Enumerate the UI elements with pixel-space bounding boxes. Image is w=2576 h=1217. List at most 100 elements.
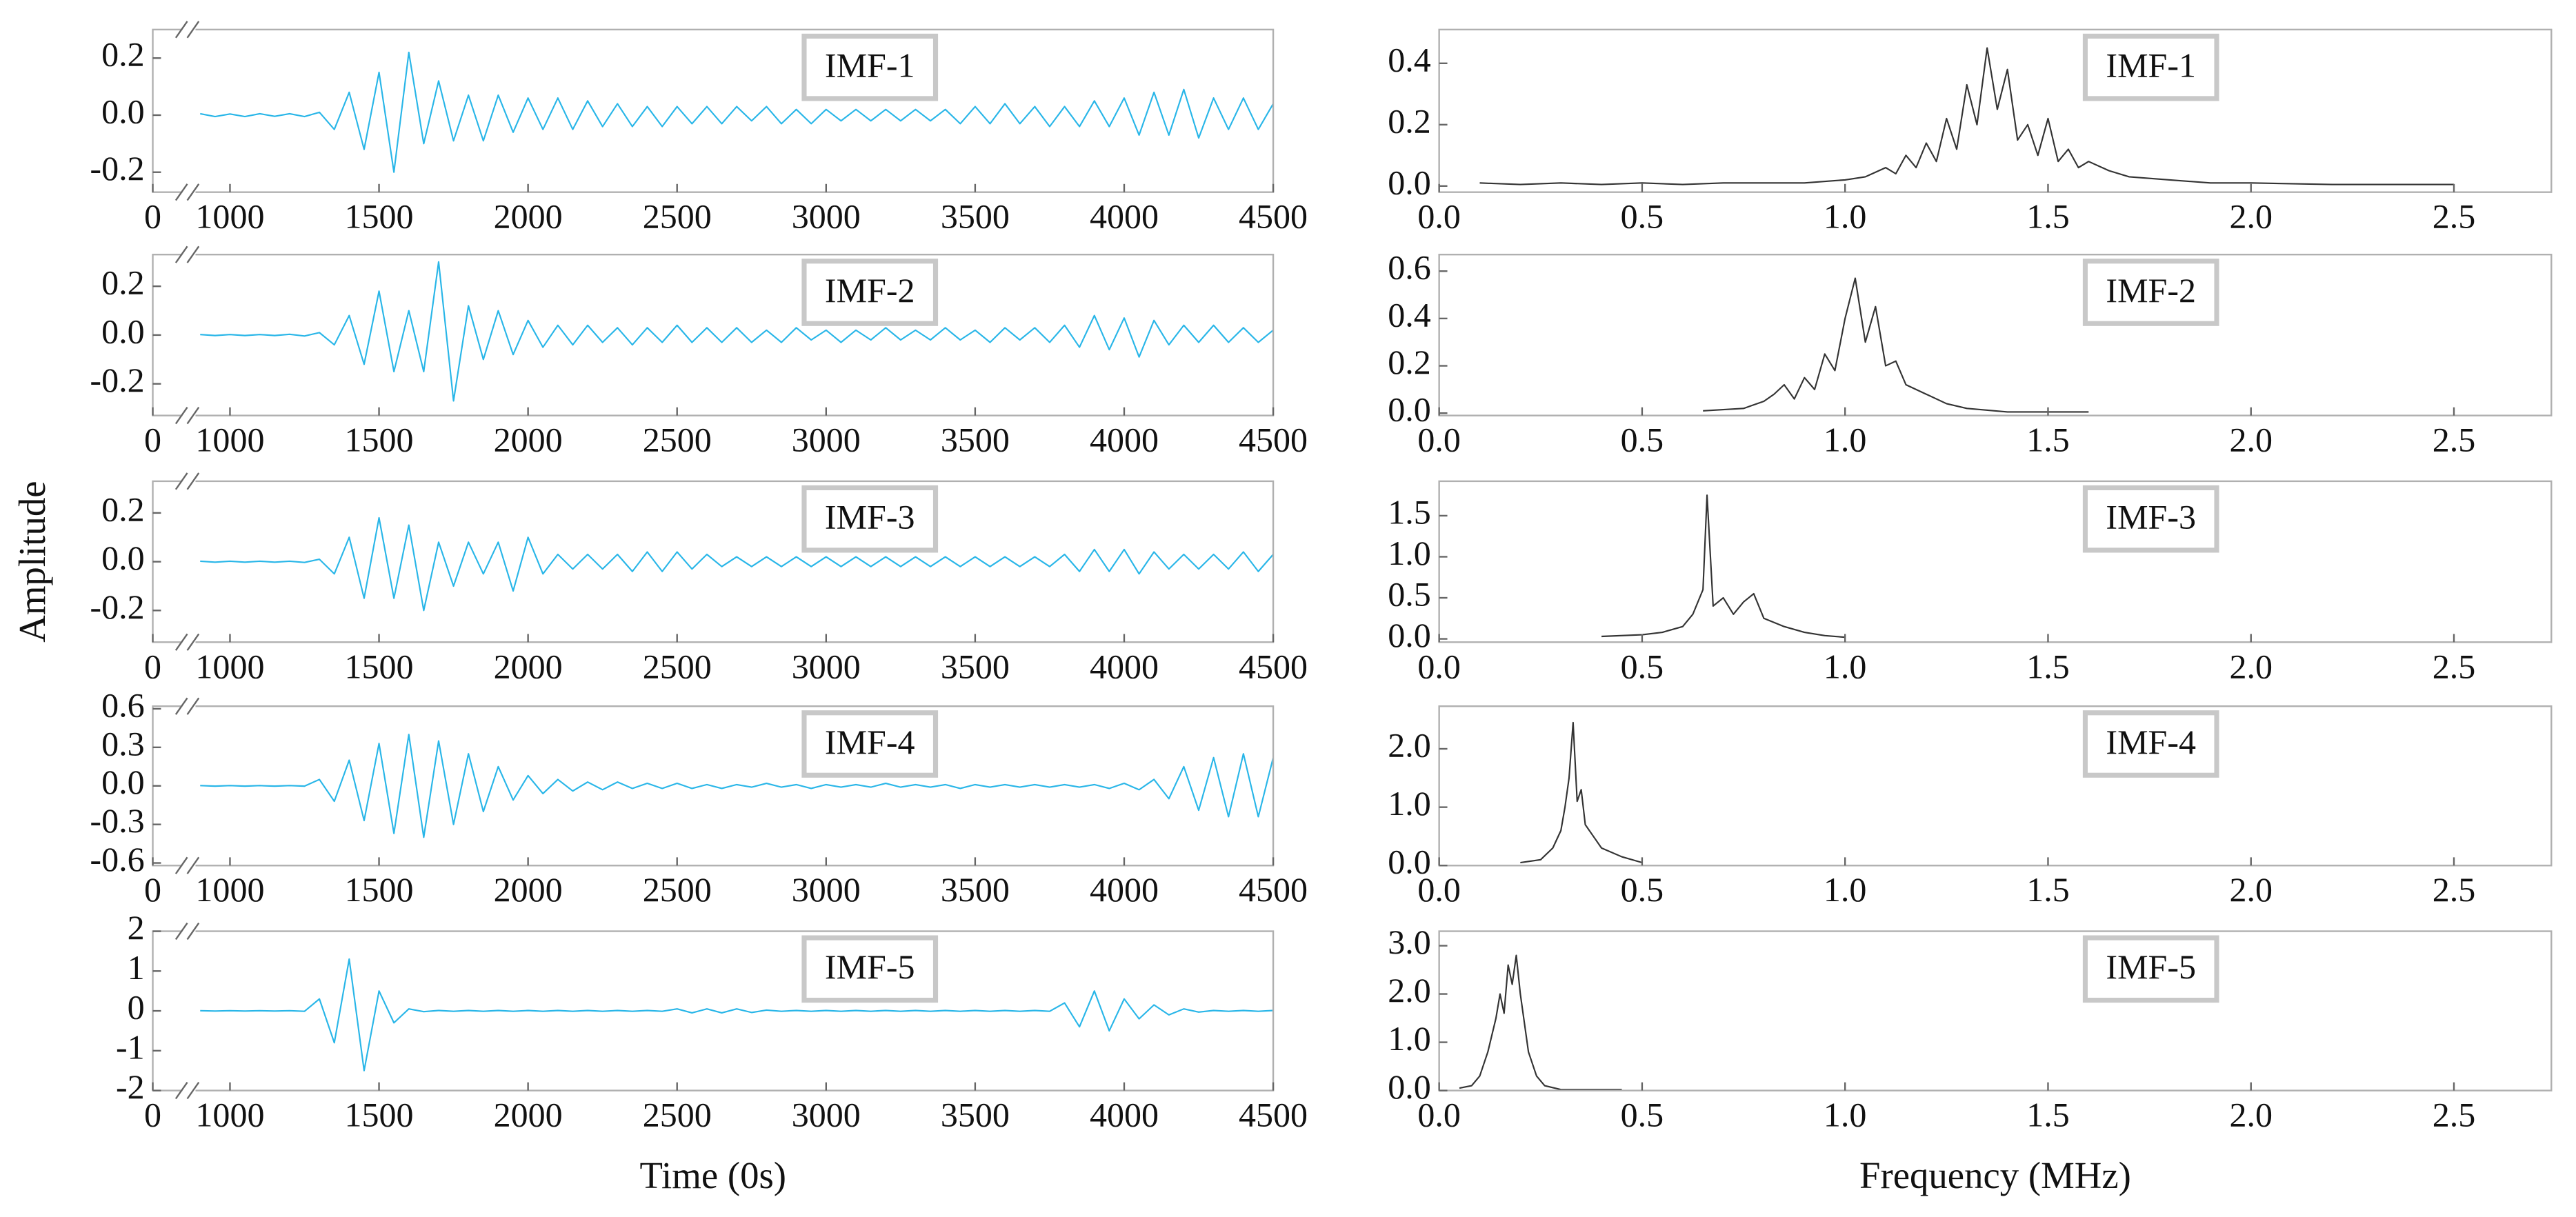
panel-title: IMF-1 <box>2106 46 2196 85</box>
x-tick-label: 4000 <box>1090 870 1159 909</box>
y-tick-label: 1 <box>128 948 145 987</box>
x-tick-label: 1000 <box>195 647 264 685</box>
axis-break <box>186 183 200 201</box>
x-tick-label: 3500 <box>941 1096 1010 1134</box>
axis-break-gap <box>182 862 196 869</box>
axis-break <box>186 1081 200 1100</box>
x-tick-label: 4000 <box>1090 421 1159 459</box>
x-tick-label: 0.5 <box>1621 1096 1664 1134</box>
x-tick-label: 1500 <box>345 421 414 459</box>
plot-frame <box>1438 254 2553 416</box>
axis-break <box>174 245 188 263</box>
signal-line <box>200 958 1274 1072</box>
x-tick-label: 1.0 <box>1824 421 1867 459</box>
signal-line <box>1459 954 1622 1091</box>
x-tick-label: 2500 <box>643 1096 712 1134</box>
axis-break <box>186 472 200 490</box>
x-tick-label: 0 <box>144 197 161 236</box>
y-tick-label: 0.2 <box>101 35 145 74</box>
x-tick-label: 0.5 <box>1621 647 1664 685</box>
x-tick-label: 1500 <box>345 647 414 685</box>
x-tick-label: 1.5 <box>2026 647 2070 685</box>
y-tick-label: 2 <box>128 908 145 947</box>
x-tick-label: 2.5 <box>2433 1096 2476 1134</box>
axis-break <box>174 697 188 715</box>
x-tick-label: 3000 <box>792 421 861 459</box>
y-tick-label: 1.5 <box>1388 492 1431 531</box>
x-tick-label: 3500 <box>941 870 1010 909</box>
x-tick-label: 2500 <box>643 647 712 685</box>
x-tick-label: 4000 <box>1090 197 1159 236</box>
x-tick-label: 1.0 <box>1824 1096 1867 1134</box>
axis-break-gap <box>182 1087 196 1094</box>
y-tick-label: 0 <box>128 988 145 1027</box>
plot-frame <box>1438 705 2553 867</box>
axis-break-gap <box>182 26 196 33</box>
signal-line <box>200 261 1274 402</box>
axis-break <box>186 697 200 715</box>
signal-line <box>1703 277 2089 413</box>
y-tick-label: 0.0 <box>101 92 145 130</box>
y-tick-label: -2 <box>116 1067 145 1106</box>
x-tick-label: 4500 <box>1239 197 1308 236</box>
y-tick-label: 0.0 <box>101 312 145 350</box>
panel-title: IMF-3 <box>2106 498 2196 536</box>
y-tick-label: 3.0 <box>1388 923 1431 961</box>
panel-title: IMF-2 <box>2106 271 2196 310</box>
x-tick-label: 0.5 <box>1621 870 1664 909</box>
x-tick-label: 2.5 <box>2433 870 2476 909</box>
x-tick-label: 1500 <box>345 870 414 909</box>
axis-break-gap <box>182 703 196 710</box>
y-tick-label: 0.2 <box>1388 101 1431 140</box>
title-box <box>801 259 939 326</box>
x-tick-label: 4000 <box>1090 1096 1159 1134</box>
plot-frame <box>1438 28 2553 193</box>
x-tick-label: 1.5 <box>2026 1096 2070 1134</box>
x-tick-label: 2500 <box>643 197 712 236</box>
y-tick-label: 0.6 <box>101 685 145 724</box>
x-tick-label: 1500 <box>345 1096 414 1134</box>
x-tick-label: 4500 <box>1239 1096 1308 1134</box>
x-tick-label: 0 <box>144 870 161 909</box>
x-tick-label: 0 <box>144 647 161 685</box>
x-tick-label: 3000 <box>792 1096 861 1134</box>
x-tick-label: 1000 <box>195 1096 264 1134</box>
y-tick-label: 1.0 <box>1388 1019 1431 1058</box>
x-tick-label: 0.0 <box>1417 197 1461 236</box>
axis-break-gap <box>182 412 196 419</box>
y-tick-label: 0.0 <box>1388 843 1431 881</box>
x-tick-label: 1.0 <box>1824 870 1867 909</box>
y-tick-label: -0.2 <box>90 149 144 188</box>
x-tick-label: 3500 <box>941 197 1010 236</box>
x-tick-label: 2000 <box>494 421 563 459</box>
y-tick-label: 0.2 <box>1388 343 1431 381</box>
x-tick-label: 0.0 <box>1417 1096 1461 1134</box>
y-tick-label: 0.3 <box>101 724 145 763</box>
panel-title: IMF-3 <box>825 498 915 536</box>
x-tick-label: 3000 <box>792 197 861 236</box>
plot-frame <box>1438 930 2553 1092</box>
title-box <box>801 33 939 101</box>
y-tick-label: 0.2 <box>101 490 145 528</box>
signal-line <box>200 51 1274 173</box>
signal-line <box>1520 721 1643 864</box>
title-box <box>2082 935 2219 1003</box>
y-tick-label: 0.0 <box>1388 390 1431 429</box>
y-tick-label: 0.0 <box>1388 616 1431 654</box>
signal-line <box>1601 494 1846 638</box>
title-box <box>2082 259 2219 326</box>
title-box <box>2082 710 2219 778</box>
axis-break <box>186 922 200 941</box>
x-tick-label: 2.0 <box>2229 421 2273 459</box>
plot-frame <box>1438 480 2553 643</box>
x-tick-label: 0.0 <box>1417 870 1461 909</box>
title-box <box>801 710 939 778</box>
x-tick-label: 1000 <box>195 197 264 236</box>
y-axis-label: Amplitude <box>11 481 53 642</box>
title-box <box>2082 485 2219 553</box>
panel-title: IMF-1 <box>825 46 915 85</box>
x-tick-label: 1.5 <box>2026 870 2070 909</box>
x-tick-label: 4500 <box>1239 870 1308 909</box>
x-axis-label: Time (0s) <box>640 1154 787 1196</box>
